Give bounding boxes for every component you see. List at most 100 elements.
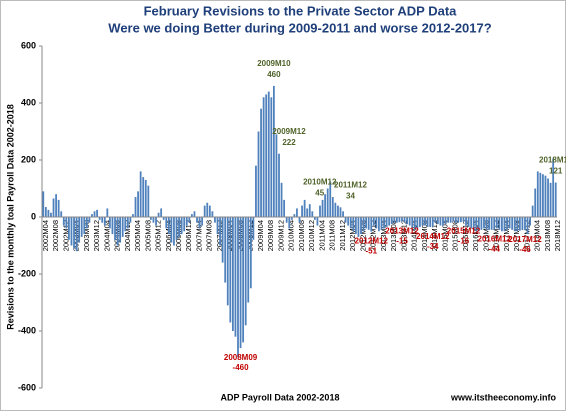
bar [383, 217, 385, 229]
bar [275, 134, 278, 217]
bar [472, 217, 475, 230]
x-tick-label: 2011M04 [317, 220, 326, 251]
bar [426, 217, 429, 227]
bar [465, 217, 467, 226]
annotation-value: 460 [267, 70, 281, 79]
y-tick-label: -400 [18, 325, 36, 335]
x-tick-label: 2014M12 [430, 220, 439, 251]
bar [119, 217, 122, 243]
bar [55, 194, 57, 217]
bar [257, 131, 260, 217]
bar [231, 217, 234, 331]
bar [288, 217, 291, 229]
bar [211, 211, 214, 217]
bar [134, 197, 137, 217]
bar [462, 217, 465, 222]
chart-title: February Revisions to the Private Sector… [144, 3, 458, 18]
bar [116, 217, 119, 246]
bar [513, 217, 516, 232]
bar [495, 217, 498, 229]
y-tick-label: -600 [18, 382, 36, 392]
annotation-label: 2016M12 [478, 235, 512, 244]
bar [406, 217, 409, 225]
bar [334, 202, 337, 217]
x-tick-label: 2010M04 [287, 220, 296, 251]
bar [229, 217, 232, 323]
bar [547, 178, 549, 217]
bar [78, 217, 81, 243]
x-tick-label: 2010M08 [297, 220, 306, 251]
annotation-label: 2010M12 [303, 177, 337, 186]
bar [52, 198, 55, 217]
bar [324, 194, 327, 217]
bar [411, 217, 414, 229]
bar [483, 217, 485, 229]
annotation-label: 2017M12 [508, 235, 542, 244]
bar [65, 217, 68, 229]
x-tick-label: 2016M08 [481, 220, 490, 251]
annotation-label: 2008M09 [224, 353, 258, 362]
bar [193, 211, 196, 217]
annotation-value: -51 [365, 247, 377, 256]
bar [244, 217, 247, 326]
bar [60, 211, 63, 217]
x-tick-label: 2017M12 [522, 220, 531, 251]
x-tick-label: 2013M08 [389, 220, 398, 251]
bar [252, 217, 255, 240]
bar [544, 175, 547, 217]
x-tick-label: 2015M08 [451, 220, 460, 251]
bar [68, 217, 70, 240]
bar [378, 217, 380, 232]
bar [265, 94, 268, 217]
bar [308, 204, 311, 217]
bar [50, 212, 52, 217]
bar [249, 217, 252, 289]
bar [518, 217, 521, 231]
y-tick-label: -200 [18, 268, 36, 278]
x-tick-label: 2004M12 [123, 220, 132, 251]
bar [449, 217, 452, 223]
bar [503, 217, 506, 232]
bar [536, 171, 539, 217]
source: www.itstheeconomy.info [450, 392, 557, 402]
bar [444, 217, 447, 225]
bar [398, 217, 401, 223]
bar [470, 217, 473, 229]
bar [454, 217, 457, 223]
bar [342, 211, 344, 217]
x-tick-label: 2013M12 [399, 220, 408, 251]
bar [285, 217, 288, 223]
bar [298, 217, 301, 223]
annotation-label: 2011M12 [334, 180, 367, 189]
bar [147, 185, 150, 217]
bar [196, 217, 198, 223]
bar [170, 217, 173, 243]
bar [91, 214, 93, 217]
annotation-value: -16 [458, 237, 470, 246]
x-tick-label: 2007M08 [205, 220, 214, 251]
x-tick-label: 2002M12 [61, 220, 70, 251]
bar [360, 217, 362, 235]
x-tick-label: 2014M08 [420, 220, 429, 251]
bar [480, 217, 483, 230]
annotation-value: 121 [549, 167, 563, 176]
bar [339, 207, 342, 217]
bar [290, 217, 293, 220]
bar [247, 217, 250, 303]
x-tick-label: 2017M04 [502, 220, 511, 251]
bar [188, 217, 191, 223]
bar [390, 217, 393, 225]
bar [106, 208, 109, 217]
bar [270, 97, 273, 217]
x-axis-label: ADP Payroll Data 2002-2018 [221, 392, 340, 402]
bar [539, 172, 542, 217]
bar [490, 217, 493, 230]
x-tick-label: 2003M08 [82, 220, 91, 251]
bar [424, 217, 426, 226]
bar [362, 217, 365, 232]
x-tick-label: 2005M08 [143, 220, 152, 251]
bar [321, 199, 324, 217]
bar [380, 217, 383, 230]
